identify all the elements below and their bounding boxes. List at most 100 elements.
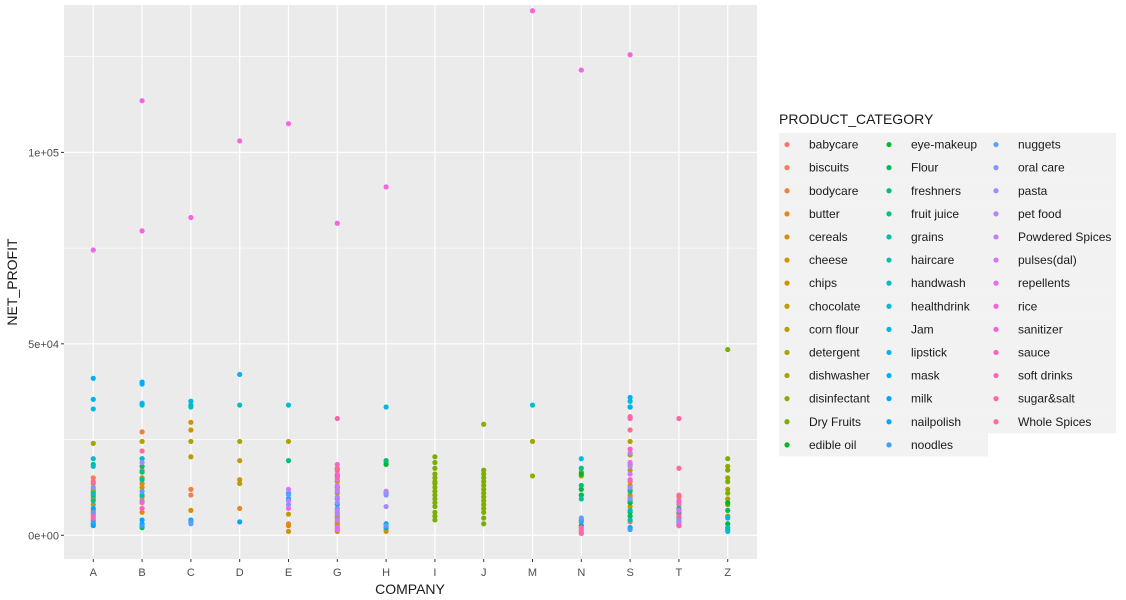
data-point [90, 396, 96, 402]
data-point [481, 505, 487, 512]
y-axis: 0e+00 5e+04 1e+05 [28, 147, 64, 542]
data-point [139, 228, 145, 234]
data-point [285, 402, 292, 408]
data-point [139, 492, 145, 498]
legend-label: cheese [809, 253, 848, 267]
data-point [627, 467, 633, 473]
legend-label: Jam [911, 322, 934, 336]
data-point [90, 247, 96, 253]
data-point [90, 519, 96, 525]
x-tick-label: Z [724, 567, 731, 579]
data-point [139, 517, 145, 523]
legend-key-background [881, 364, 988, 388]
data-point [90, 463, 96, 469]
data-point [383, 404, 389, 410]
legend-marker [784, 372, 790, 379]
data-point [188, 427, 194, 433]
data-point [90, 484, 96, 491]
legend-label: butter [809, 207, 840, 221]
data-point [90, 515, 96, 521]
data-point [676, 523, 682, 529]
data-point [627, 404, 633, 410]
data-point [432, 454, 438, 460]
legend-marker [886, 165, 892, 171]
data-point [578, 515, 584, 521]
data-point [90, 490, 96, 496]
legend-marker [886, 188, 892, 194]
legend-title: PRODUCT_CATEGORY [779, 111, 934, 127]
data-point [237, 477, 243, 483]
legend-marker [784, 165, 790, 171]
legend: PRODUCT_CATEGORY babycare biscuits bodycar… [779, 111, 1116, 457]
data-point [725, 346, 731, 353]
data-point [188, 486, 194, 492]
legend-key-background [881, 410, 988, 434]
data-point [188, 521, 194, 527]
legend-key-background [988, 271, 1116, 295]
legend-items: babycare biscuits bodycare butter cereals che… [779, 133, 1116, 457]
data-point [676, 415, 682, 422]
legend-key-background [779, 317, 881, 341]
data-point [139, 429, 145, 435]
data-point [285, 492, 292, 498]
legend-key-background [881, 133, 988, 157]
x-tick-label: D [236, 567, 244, 579]
data-point [139, 477, 145, 483]
legend-marker [993, 165, 999, 171]
data-point [188, 507, 194, 513]
data-point [237, 438, 243, 445]
legend-marker [784, 257, 790, 263]
legend-marker [784, 211, 790, 217]
legend-label: grains [911, 230, 944, 244]
data-point [676, 498, 682, 504]
data-point [139, 463, 145, 469]
data-point [334, 511, 340, 517]
legend-key-background [881, 179, 988, 203]
data-point [725, 507, 731, 513]
data-point [725, 496, 731, 502]
data-point [481, 502, 487, 508]
data-point [285, 505, 292, 512]
x-tick-label: S [626, 567, 633, 579]
legend-key-background [779, 202, 881, 226]
grid-minor [64, 56, 757, 440]
data-point [481, 482, 487, 489]
data-point [90, 406, 96, 412]
data-point [529, 438, 536, 445]
data-point [725, 463, 731, 469]
legend-marker [784, 188, 790, 194]
data-point [481, 467, 487, 473]
data-point [334, 486, 340, 492]
data-point [481, 475, 487, 481]
data-point [139, 488, 145, 494]
data-point [334, 461, 340, 468]
data-point [725, 515, 731, 521]
data-point [676, 492, 682, 498]
data-point [627, 450, 633, 456]
data-point [481, 494, 487, 500]
data-point [285, 438, 292, 445]
legend-key-background [779, 271, 881, 295]
legend-marker [886, 419, 892, 425]
data-point [139, 480, 145, 487]
legend-key-background [881, 340, 988, 364]
data-point [432, 496, 438, 502]
legend-marker [886, 234, 892, 240]
legend-marker [993, 257, 999, 263]
data-point [90, 505, 96, 512]
legend-label: pasta [1018, 184, 1048, 198]
legend-label: bodycare [809, 184, 859, 198]
legend-label: milk [911, 392, 933, 406]
data-point [139, 505, 145, 512]
data-point [432, 513, 438, 519]
data-point [725, 525, 731, 531]
data-point [285, 528, 292, 535]
data-point [334, 465, 340, 471]
x-tick-label: A [90, 567, 98, 579]
data-point [725, 475, 731, 481]
legend-key-background [988, 317, 1116, 341]
data-point [676, 517, 682, 523]
legend-label: soft drinks [1018, 369, 1073, 383]
data-point [481, 479, 487, 485]
